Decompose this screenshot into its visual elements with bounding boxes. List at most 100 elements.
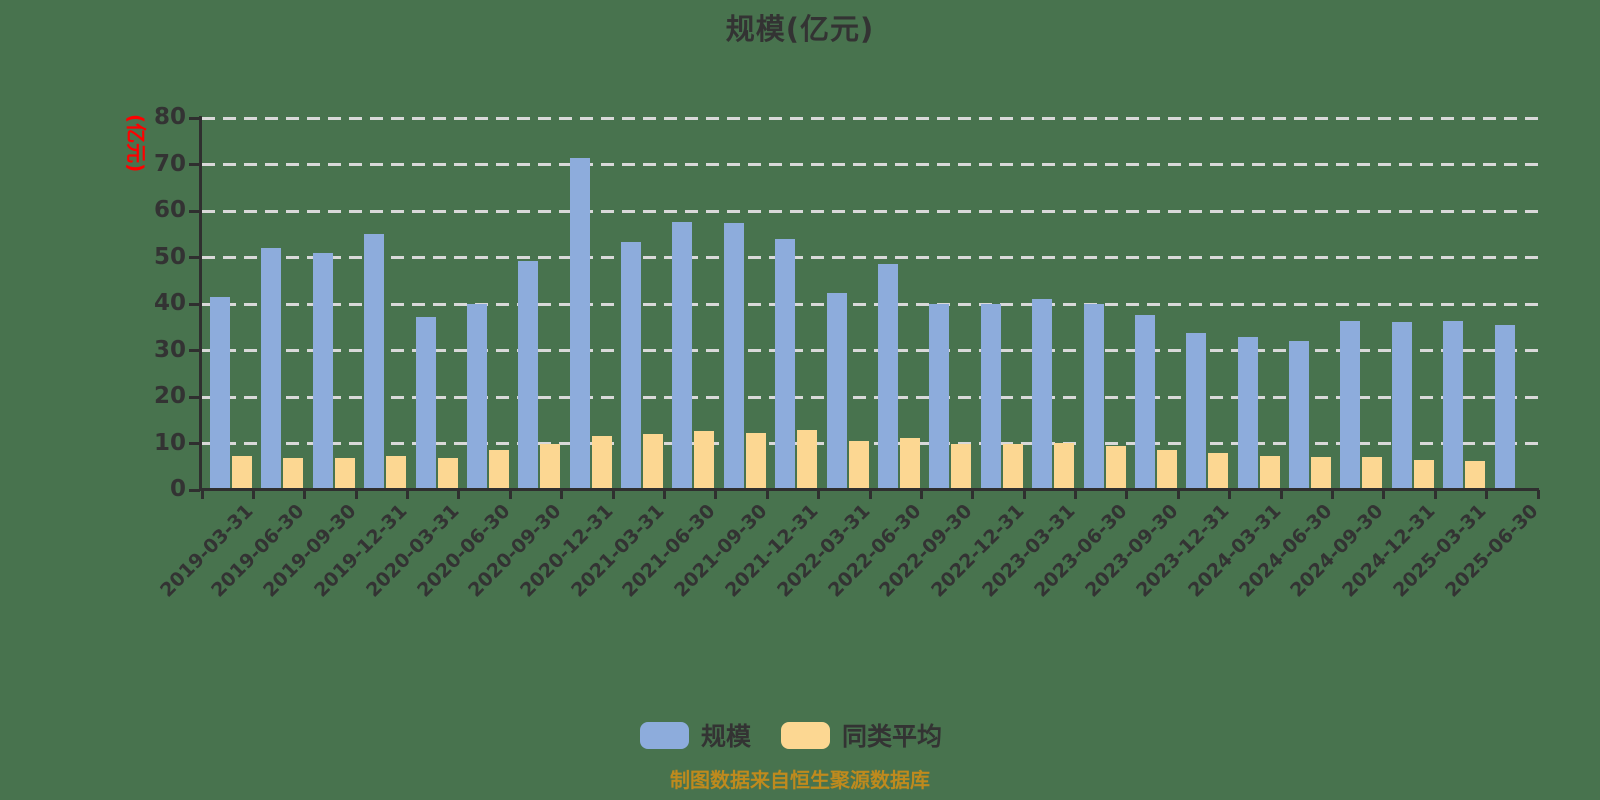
bar-同类平均	[540, 444, 561, 490]
x-tick	[560, 490, 564, 499]
y-tick	[189, 116, 200, 120]
x-tick	[611, 490, 615, 499]
legend-swatch-规模[interactable]	[639, 721, 689, 749]
bar-同类平均	[1002, 443, 1023, 490]
x-tick	[1279, 490, 1283, 499]
bar-规模	[929, 304, 950, 490]
bar-规模	[261, 248, 282, 490]
x-tick	[508, 490, 512, 499]
gridline	[202, 209, 1538, 213]
x-tick	[200, 490, 204, 499]
legend-label-规模[interactable]: 规模	[700, 722, 751, 751]
bar-规模	[621, 242, 642, 490]
y-tick-label: 20	[153, 383, 186, 409]
bar-规模	[980, 303, 1001, 490]
bar-规模	[466, 304, 487, 490]
gridline	[202, 442, 1538, 445]
plot-area	[202, 116, 1538, 490]
bar-同类平均	[1105, 445, 1126, 490]
bar-规模	[364, 234, 385, 490]
chart-title: 规模(亿元)	[725, 12, 875, 46]
bar-规模	[1391, 322, 1412, 490]
bar-同类平均	[1259, 455, 1280, 490]
y-tick	[189, 488, 200, 492]
gridline	[202, 302, 1538, 306]
gridline	[202, 256, 1538, 259]
y-tick	[189, 442, 200, 445]
x-tick	[714, 490, 718, 499]
bar-同类平均	[643, 433, 664, 490]
bar-同类平均	[437, 457, 458, 490]
x-tick	[1022, 490, 1026, 499]
y-tick	[189, 209, 200, 213]
x-tick	[1074, 490, 1078, 499]
bar-规模	[312, 253, 333, 490]
bar-同类平均	[1156, 450, 1177, 490]
data-source-note: 制图数据来自恒生聚源数据库	[670, 768, 930, 792]
bar-规模	[1289, 340, 1310, 490]
x-tick	[1330, 490, 1334, 499]
bar-规模	[1032, 298, 1053, 490]
legend: 规模 同类平均	[0, 717, 1600, 753]
y-tick-label: 50	[153, 243, 186, 270]
x-tick	[765, 490, 769, 499]
x-tick	[971, 490, 975, 499]
bar-规模	[1083, 304, 1104, 490]
x-tick	[406, 490, 410, 499]
y-tick-label: 40	[153, 290, 186, 316]
x-tick	[868, 490, 872, 499]
bar-同类平均	[1362, 456, 1383, 490]
x-tick	[1125, 490, 1129, 499]
bar-同类平均	[694, 431, 715, 490]
y-tick-label: 80	[153, 104, 186, 130]
bar-规模	[518, 260, 539, 490]
bar-规模	[723, 223, 744, 490]
bar-规模	[415, 316, 436, 490]
y-tick	[189, 395, 200, 399]
x-tick	[303, 490, 307, 499]
y-tick	[189, 349, 200, 352]
bar-规模	[878, 263, 898, 490]
bar-同类平均	[848, 441, 869, 490]
bar-同类平均	[488, 450, 509, 490]
x-tick	[919, 490, 923, 499]
y-tick-label: 30	[153, 336, 186, 363]
bar-规模	[1134, 315, 1155, 490]
bar-同类平均	[232, 455, 252, 490]
gridline	[202, 349, 1538, 352]
bar-同类平均	[283, 457, 304, 490]
legend-swatch-同类平均[interactable]	[781, 721, 830, 749]
y-tick	[189, 302, 200, 306]
x-tick	[817, 490, 821, 499]
bar-同类平均	[334, 458, 355, 490]
bar-同类平均	[900, 437, 920, 490]
y-tick-label: 0	[169, 476, 186, 502]
bar-同类平均	[1465, 461, 1486, 490]
bar-规模	[1340, 320, 1361, 490]
bar-规模	[1237, 336, 1258, 490]
x-tick	[457, 490, 461, 499]
gridline	[202, 163, 1538, 166]
x-tick	[354, 490, 358, 499]
bar-规模	[775, 238, 796, 490]
x-tick	[1433, 490, 1437, 499]
x-tick	[1228, 490, 1232, 499]
bar-规模	[210, 297, 230, 490]
x-axis-line	[199, 488, 1539, 491]
bar-同类平均	[1054, 443, 1075, 490]
x-tick	[1485, 490, 1489, 499]
bar-规模	[826, 293, 847, 490]
x-tick	[251, 490, 255, 499]
bar-同类平均	[1413, 459, 1434, 490]
bar-同类平均	[1208, 453, 1229, 490]
x-tick	[1176, 490, 1180, 499]
gridline	[202, 395, 1538, 399]
y-axis-line	[199, 116, 202, 490]
y-tick	[189, 256, 200, 259]
legend-label-同类平均[interactable]: 同类平均	[842, 722, 943, 751]
bar-同类平均	[1311, 457, 1332, 490]
x-tick	[1536, 490, 1540, 499]
bar-规模	[1494, 325, 1515, 490]
bar-规模	[672, 222, 693, 490]
